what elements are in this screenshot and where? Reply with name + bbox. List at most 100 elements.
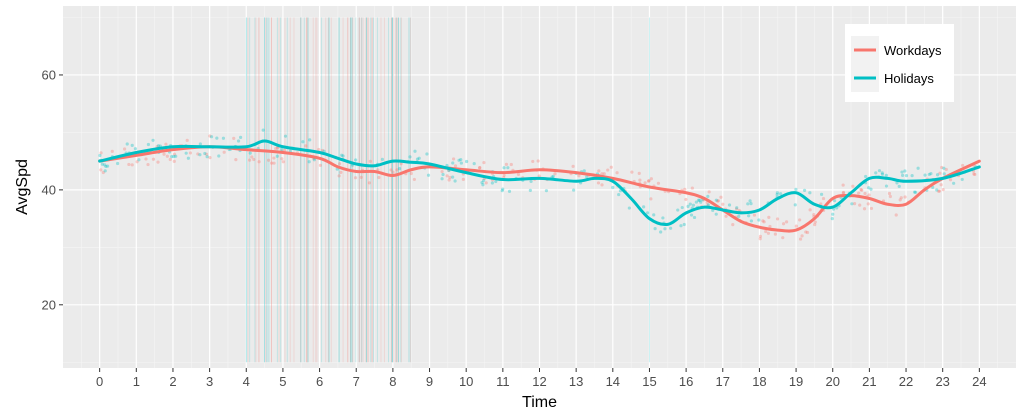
point-holidays (440, 177, 444, 181)
point-workdays (866, 202, 870, 206)
point-holidays (465, 159, 469, 164)
point-workdays (516, 172, 521, 177)
point-workdays (232, 136, 236, 140)
point-holidays (481, 178, 486, 183)
point-workdays (484, 181, 488, 185)
point-holidays (680, 205, 684, 210)
point-workdays (156, 160, 160, 164)
point-holidays (864, 174, 868, 179)
point-workdays (359, 175, 363, 180)
point-workdays (841, 183, 845, 187)
point-workdays (144, 157, 148, 161)
point-workdays (270, 161, 274, 165)
point-holidays (748, 199, 752, 203)
point-workdays (938, 171, 942, 175)
point-workdays (649, 197, 653, 201)
point-holidays (582, 169, 586, 173)
point-workdays (647, 179, 651, 183)
point-holidays (869, 187, 873, 191)
point-holidays (502, 166, 506, 170)
point-workdays (353, 176, 358, 180)
point-holidays (696, 198, 701, 202)
point-holidays (572, 188, 576, 192)
point-workdays (281, 160, 285, 164)
x-tick-label: 21 (862, 374, 876, 389)
point-workdays (862, 207, 867, 211)
point-holidays (280, 147, 284, 152)
x-tick-label: 14 (606, 374, 620, 389)
x-tick-label: 23 (935, 374, 949, 389)
point-workdays (894, 213, 898, 217)
point-workdays (724, 214, 728, 218)
point-holidays (831, 212, 835, 216)
point-workdays (758, 237, 762, 241)
point-workdays (280, 157, 284, 161)
point-workdays (860, 188, 864, 192)
point-holidays (98, 153, 102, 158)
point-workdays (101, 170, 105, 175)
point-workdays (162, 152, 166, 156)
point-workdays (146, 162, 150, 167)
grid-major (63, 6, 1016, 368)
series-line-holidays (98, 139, 981, 227)
point-workdays (805, 230, 810, 235)
point-workdays (282, 148, 287, 152)
point-workdays (600, 172, 604, 176)
point-holidays (735, 206, 739, 210)
point-holidays (830, 217, 834, 221)
point-holidays (904, 174, 909, 178)
point-workdays (609, 165, 613, 169)
point-workdays (368, 159, 372, 163)
point-holidays (652, 213, 656, 217)
point-holidays (413, 149, 417, 153)
point-workdays (630, 170, 634, 174)
point-workdays (944, 167, 948, 172)
point-holidays (659, 230, 663, 234)
point-holidays (935, 173, 940, 177)
point-workdays (808, 208, 812, 212)
point-holidays (706, 194, 710, 198)
point-holidays (529, 179, 533, 183)
point-holidays (686, 204, 690, 209)
point-workdays (813, 222, 817, 227)
point-holidays (130, 143, 134, 147)
point-workdays (721, 202, 725, 206)
point-holidays (116, 161, 120, 166)
point-workdays (731, 222, 735, 227)
point-workdays (761, 219, 765, 223)
point-workdays (638, 178, 642, 182)
point-holidays (459, 161, 463, 165)
point-holidays (880, 172, 885, 176)
point-workdays (800, 234, 804, 238)
x-tick-label: 8 (389, 374, 396, 389)
point-holidays (312, 158, 316, 162)
point-workdays (758, 234, 763, 238)
point-holidays (203, 151, 207, 156)
point-holidays (669, 226, 673, 230)
point-holidays (880, 171, 884, 175)
point-workdays (185, 138, 189, 142)
point-workdays (972, 172, 976, 176)
point-holidays (170, 155, 174, 159)
point-holidays (749, 202, 753, 206)
point-workdays (377, 175, 381, 180)
point-holidays (494, 179, 498, 184)
point-holidays (617, 192, 621, 197)
x-tick-label: 20 (825, 374, 839, 389)
point-holidays (283, 134, 288, 138)
point-holidays (501, 187, 505, 191)
point-holidays (793, 203, 797, 207)
x-tick-label: 17 (716, 374, 730, 389)
point-holidays (308, 138, 312, 142)
point-workdays (937, 189, 941, 193)
point-workdays (859, 188, 863, 192)
point-workdays (869, 206, 874, 211)
point-workdays (99, 151, 103, 155)
point-workdays (537, 174, 541, 178)
point-workdays (234, 158, 238, 162)
point-holidays (682, 222, 686, 227)
point-workdays (412, 177, 416, 182)
point-workdays (257, 160, 261, 164)
point-holidays (642, 205, 646, 209)
point-holidays (585, 175, 589, 179)
